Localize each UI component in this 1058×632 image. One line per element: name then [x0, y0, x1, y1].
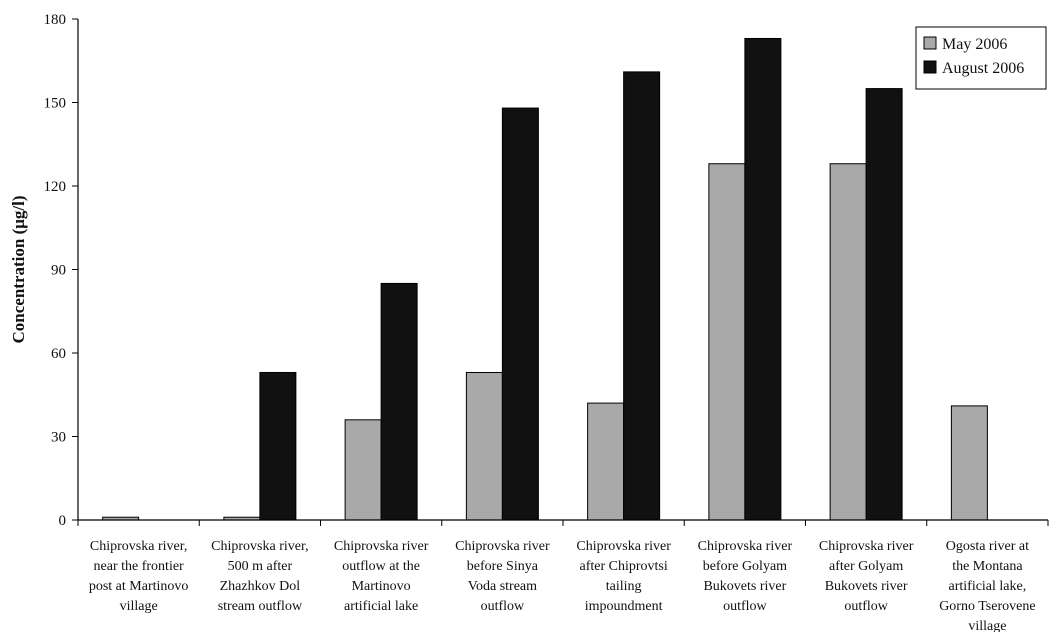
bar-august-6	[744, 37, 782, 521]
x-category-label-line: stream outflow	[218, 599, 303, 614]
bar-august-4	[501, 107, 539, 521]
legend-swatch	[923, 60, 937, 74]
x-category-label-line: impoundment	[585, 599, 663, 614]
x-category-label-line: artificial lake,	[949, 579, 1027, 594]
x-category-label-line: Chiprovska river	[334, 539, 429, 554]
x-category-label: Chiprovska river after Golyam Bukovets riv…	[819, 539, 914, 614]
bar-may-5	[587, 402, 625, 521]
x-category-label-line: Voda stream	[468, 579, 537, 594]
x-category-label: Chiprovska river before Sinya Voda stream o…	[455, 539, 550, 614]
x-category-label-line: Gorno Tserovene	[939, 599, 1035, 614]
bar-may-6	[708, 163, 746, 521]
x-category-label: Chiprovska river after Chiprovtsi tailing i…	[576, 539, 671, 614]
bar-august-7	[865, 88, 903, 521]
labels-layer: 0 30 60 90 120 150 180 Concentration (μg/l) Chip…	[9, 12, 1036, 632]
x-category-label-line: village	[968, 619, 1006, 632]
y-axis-title: Concentration (μg/l)	[9, 196, 28, 344]
y-tick-label: 30	[51, 430, 66, 446]
x-category-label-line: Martinovo	[352, 579, 411, 594]
x-category-label-line: Chiprovska river	[576, 539, 671, 554]
x-category-label-line: before Sinya	[467, 559, 539, 574]
bar-may-3	[344, 419, 382, 521]
x-category-label-line: the Montana	[952, 559, 1023, 574]
y-tick-label: 90	[51, 263, 66, 279]
x-category-label-line: Ogosta river at	[946, 539, 1029, 554]
x-category-label-line: outflow	[844, 599, 888, 614]
x-category-label-line: 500 m after	[228, 559, 293, 574]
legend-swatch	[923, 36, 937, 50]
bar-may-7	[829, 163, 867, 521]
axes-layer	[72, 18, 1049, 526]
y-tick-label: 60	[51, 346, 66, 362]
x-category-label-line: Chiprovska river	[698, 539, 793, 554]
x-category-label-line: before Golyam	[703, 559, 787, 574]
x-category-label-line: after Chiprovtsi	[579, 559, 667, 574]
y-tick-label: 0	[59, 513, 67, 529]
legend-label: May 2006	[942, 36, 1007, 53]
x-category-label-line: near the frontier	[94, 559, 185, 574]
x-category-label-line: outflow at the	[342, 559, 420, 574]
x-category-label-line: post at Martinovo	[89, 579, 189, 594]
x-category-label: Chiprovska river, 500 m after Zhazhkov Dol…	[211, 539, 308, 614]
x-category-label-line: Chiprovska river,	[211, 539, 308, 554]
x-category-label-line: outflow	[723, 599, 767, 614]
bar-may-4	[465, 371, 503, 521]
x-category-label-line: outflow	[481, 599, 525, 614]
x-category-label: Chiprovska river outflow at the Martinovo a…	[334, 539, 429, 614]
x-category-label-line: artificial lake	[344, 599, 418, 614]
y-tick-label: 150	[44, 96, 67, 112]
y-tick-label: 180	[44, 12, 67, 28]
x-category-label-line: Chiprovska river,	[90, 539, 187, 554]
bar-may-8	[950, 405, 988, 521]
bar-august-3	[380, 282, 418, 521]
y-tick-label: 120	[44, 179, 67, 195]
x-category-label-line: tailing	[606, 579, 642, 594]
x-category-label: Chiprovska river, near the frontier post a…	[89, 539, 189, 614]
x-category-label-line: Chiprovska river	[819, 539, 914, 554]
bars-layer	[102, 37, 988, 521]
x-category-label: Ogosta river at the Montana artificial lak…	[939, 539, 1035, 632]
x-category-label-line: village	[120, 599, 158, 614]
legend-box	[915, 26, 1047, 90]
x-category-label-line: Chiprovska river	[455, 539, 550, 554]
x-category-label-line: Zhazhkov Dol	[220, 579, 301, 594]
legend: May 2006 August 2006	[915, 26, 1047, 90]
x-category-label: Chiprovska river before Golyam Bukovets ri…	[698, 539, 793, 614]
x-category-label-line: Bukovets river	[703, 579, 786, 594]
bar-august-5	[623, 71, 661, 521]
legend-label: August 2006	[942, 60, 1024, 77]
x-category-label-line: after Golyam	[829, 559, 903, 574]
bar-august-2	[259, 371, 297, 521]
x-category-label-line: Bukovets river	[825, 579, 908, 594]
